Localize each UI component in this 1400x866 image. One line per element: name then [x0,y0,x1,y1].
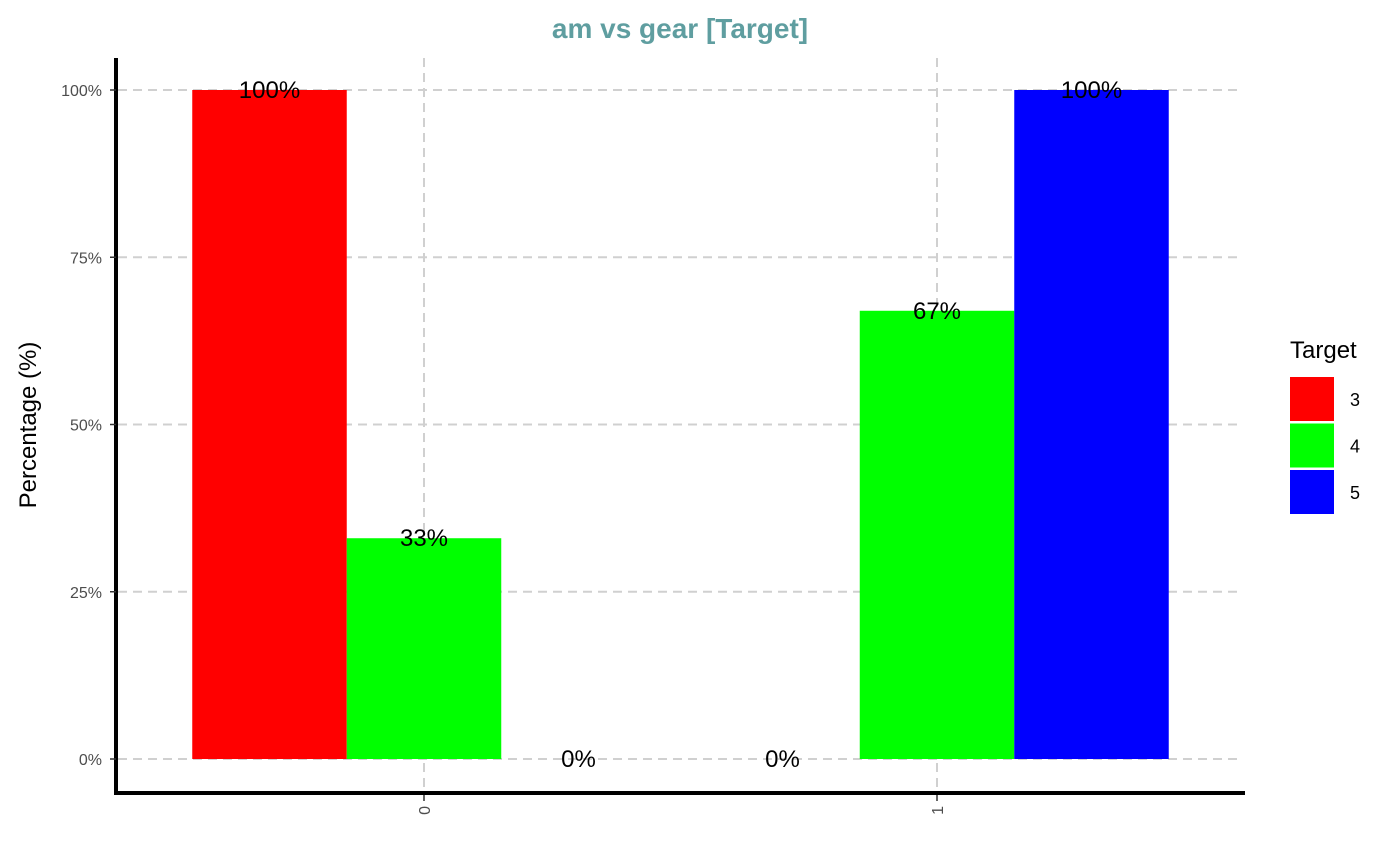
data-label-1-4: 67% [913,298,961,325]
y-tick-label: 0% [79,752,102,769]
y-tick-label: 50% [70,418,102,435]
x-tick-label: 0 [417,806,434,815]
data-label-1-3: 0% [765,746,800,773]
data-label-0-4: 33% [400,525,448,552]
bar-0-4 [346,538,502,759]
y-tick-label: 100% [61,83,102,100]
y-tick-label: 75% [70,250,102,267]
data-label-1-5: 100% [1061,77,1122,104]
legend-title: Target [1290,337,1357,364]
legend-key-4 [1290,423,1334,468]
legend-key-5 [1290,470,1334,514]
y-axis-ticks: 0% 25% 50% 75% 100% [61,83,116,769]
legend-key-3 [1290,377,1334,421]
bars [192,90,1169,759]
chart-title: am vs gear [Target] [552,13,808,44]
data-label-0-3: 100% [239,77,300,104]
y-tick-label: 25% [70,585,102,602]
legend-label-4: 4 [1350,437,1360,457]
bar-1-5 [1014,90,1169,759]
bar-0-3 [192,90,347,759]
data-labels: 100% 33% 0% 0% 67% 100% [239,77,1122,773]
axis-lines [114,58,1245,795]
legend-label-5: 5 [1350,483,1360,503]
legend: Target 3 4 5 [1290,337,1360,514]
axes [114,58,1245,795]
data-label-0-5: 0% [561,746,596,773]
x-tick-label: 1 [930,806,947,815]
bar-1-4 [859,310,1015,759]
legend-label-3: 3 [1350,390,1360,410]
y-axis-title: Percentage (%) [15,342,42,509]
